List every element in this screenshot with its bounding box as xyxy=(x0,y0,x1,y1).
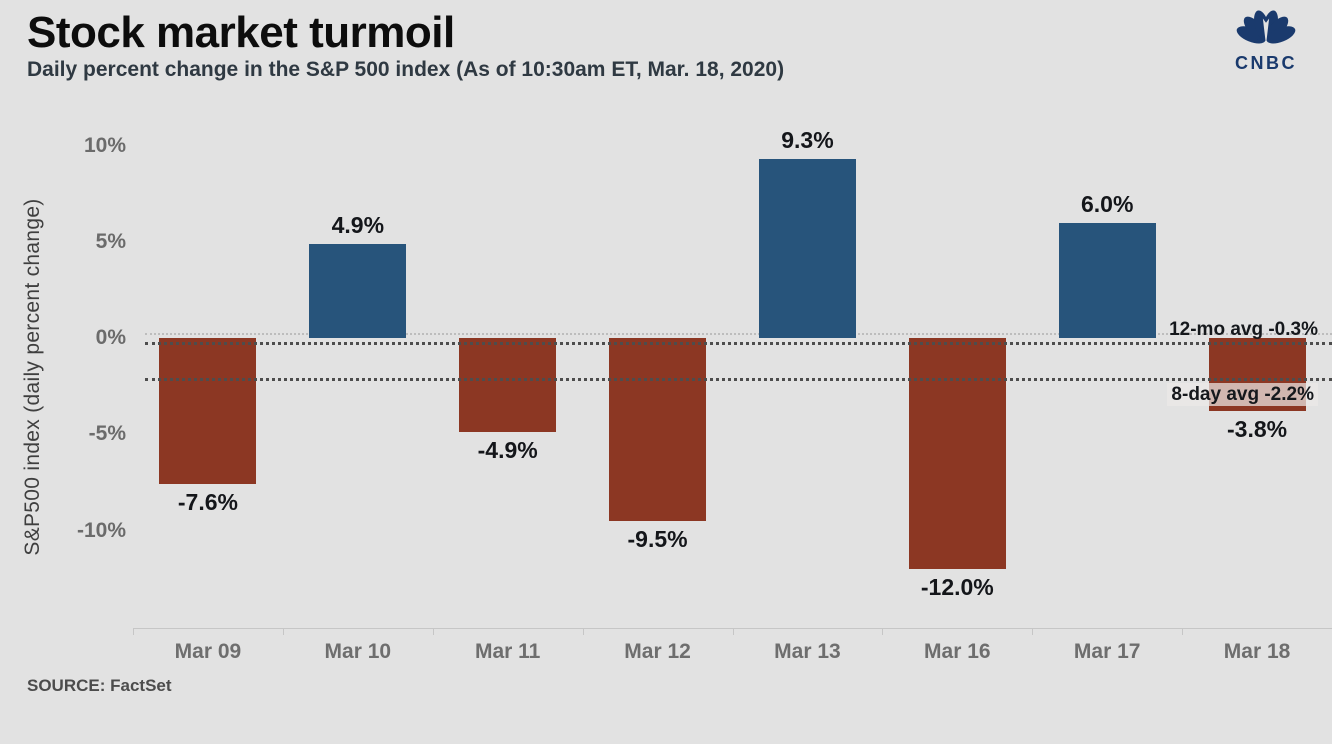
bar-mar-09 xyxy=(159,338,257,485)
x-axis-tick xyxy=(1182,628,1184,635)
peacock-icon xyxy=(1236,10,1296,46)
bar-mar-16 xyxy=(908,338,1006,569)
reference-line xyxy=(145,378,1332,382)
chart-subtitle: Daily percent change in the S&P 500 inde… xyxy=(27,58,785,81)
x-axis-category-label: Mar 17 xyxy=(1073,640,1141,663)
x-axis-tick xyxy=(882,628,884,635)
bar-value-label: -12.0% xyxy=(920,574,994,600)
bar-value-label: 9.3% xyxy=(781,126,834,153)
x-axis-category-label: Mar 12 xyxy=(624,640,691,663)
y-axis-tick-label: 10% xyxy=(83,133,126,157)
zero-gridline xyxy=(145,333,1332,335)
bar-value-label: 6.0% xyxy=(1080,190,1134,217)
x-axis-tick xyxy=(732,628,734,635)
reference-line-label: 12-mo avg -0.3% xyxy=(1169,318,1318,340)
bar-mar-17 xyxy=(1058,222,1156,338)
x-axis-category-label: Mar 09 xyxy=(174,640,242,663)
chart-title: Stock market turmoil xyxy=(27,8,455,57)
source-attribution: SOURCE: FactSet xyxy=(27,676,172,695)
x-axis-tick xyxy=(582,628,584,635)
y-axis-tick-label: -10% xyxy=(76,518,126,542)
y-axis-tick-label: 0% xyxy=(95,326,126,349)
y-axis-tick-label: -5% xyxy=(88,422,126,446)
x-axis-category-label: Mar 16 xyxy=(924,640,991,663)
bar-value-label: -9.5% xyxy=(627,525,688,552)
reference-line-label: 8-day avg -2.2% xyxy=(1167,383,1318,407)
bar-mar-12 xyxy=(609,338,707,521)
bar-value-label: -7.6% xyxy=(177,489,238,516)
bar-mar-13 xyxy=(758,158,856,338)
x-axis-tick xyxy=(282,628,284,635)
y-axis-tick-label: 5% xyxy=(95,229,126,253)
bar-value-label: -3.8% xyxy=(1227,416,1288,443)
bar-mar-11 xyxy=(459,338,557,433)
x-axis-category-label: Mar 18 xyxy=(1223,640,1291,663)
x-axis-category-label: Mar 10 xyxy=(324,640,392,663)
cnbc-logo: CNBC xyxy=(1220,6,1312,74)
bar-mar-10 xyxy=(309,243,407,338)
bar-value-label: -4.9% xyxy=(477,437,538,464)
cnbc-logo-text: CNBC xyxy=(1235,53,1297,73)
x-axis-tick xyxy=(432,628,434,635)
x-axis-tick xyxy=(133,628,134,635)
x-axis-category-label: Mar 13 xyxy=(774,640,841,663)
x-axis-tick xyxy=(1032,628,1034,635)
bar-value-label: 4.9% xyxy=(331,211,385,238)
y-axis-title: S&P500 index (daily percent change) xyxy=(21,198,44,556)
x-axis-category-label: Mar 11 xyxy=(474,640,541,663)
reference-line xyxy=(145,341,1332,345)
